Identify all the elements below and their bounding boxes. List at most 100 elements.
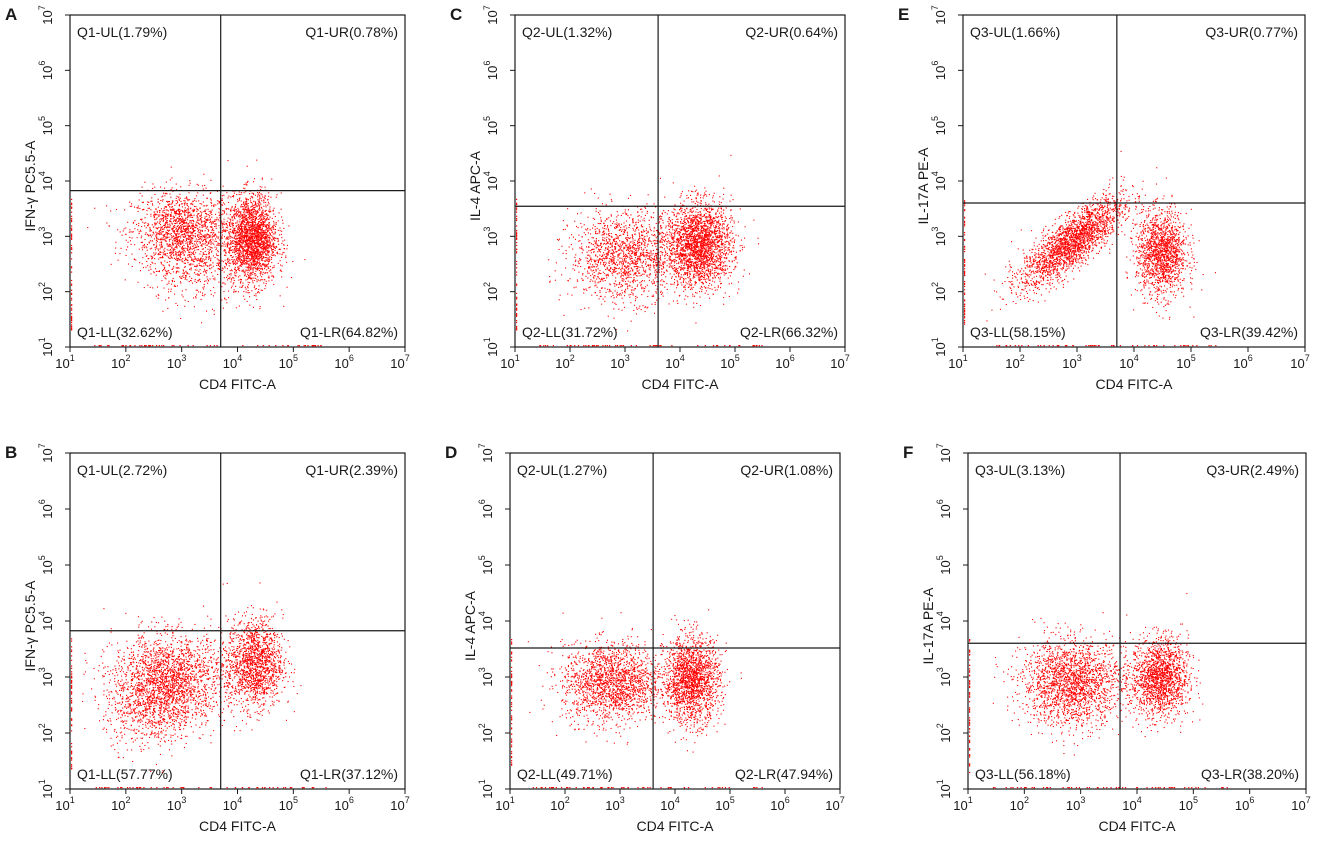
event-dot <box>260 279 262 281</box>
event-dot <box>205 209 207 211</box>
event-dot <box>243 208 245 210</box>
event-dot <box>190 267 192 269</box>
event-dot <box>259 216 261 218</box>
event-dot <box>221 269 223 271</box>
event-dot <box>212 666 214 668</box>
event-dot <box>203 660 205 662</box>
event-dot <box>183 266 185 268</box>
event-dot <box>256 239 258 241</box>
event-dot <box>177 230 179 232</box>
event-dot <box>263 241 265 243</box>
event-dot <box>180 231 182 233</box>
event-dot <box>278 243 280 245</box>
event-dot <box>202 236 204 238</box>
event-dot <box>185 242 187 244</box>
event-dot <box>268 225 270 227</box>
event-dot <box>255 264 257 266</box>
event-dot <box>179 685 181 687</box>
event-dot <box>253 273 255 275</box>
event-dot <box>185 232 187 234</box>
event-dot <box>202 185 204 187</box>
event-dot <box>144 651 146 653</box>
event-dot <box>211 216 213 218</box>
event-dot <box>216 190 218 192</box>
event-dot <box>260 229 262 231</box>
event-dot <box>261 259 263 261</box>
event-dot <box>251 208 253 210</box>
event-dot <box>240 211 242 213</box>
event-dot <box>184 219 186 221</box>
event-dot <box>174 224 176 226</box>
event-dot <box>257 253 259 255</box>
event-dot <box>195 200 197 202</box>
event-dot <box>179 243 181 245</box>
event-dot <box>189 240 191 242</box>
event-dot <box>250 248 252 250</box>
event-dot <box>121 658 123 660</box>
event-dot <box>232 209 234 211</box>
event-dot <box>195 224 197 226</box>
event-dot <box>161 237 163 239</box>
event-dot <box>253 213 255 215</box>
event-dot <box>167 201 169 203</box>
event-dot <box>227 238 229 240</box>
event-dot <box>187 243 189 245</box>
event-dot <box>199 698 201 700</box>
event-dot <box>246 231 248 233</box>
event-dot <box>275 221 277 223</box>
event-dot <box>179 276 181 278</box>
event-dot <box>259 202 261 204</box>
event-dot <box>190 246 192 248</box>
event-dot <box>179 281 181 283</box>
event-dot <box>267 201 269 203</box>
event-dot <box>202 254 204 256</box>
event-dot <box>153 244 155 246</box>
event-dot <box>134 345 136 347</box>
event-dot <box>161 227 163 229</box>
event-dot <box>160 199 162 201</box>
event-dot <box>171 223 173 225</box>
event-dot <box>192 260 194 262</box>
event-dot <box>256 249 258 251</box>
event-dot <box>154 223 156 225</box>
event-dot <box>187 234 189 236</box>
event-dot <box>263 212 265 214</box>
event-dot <box>221 632 223 634</box>
event-dot <box>234 206 236 208</box>
event-dot <box>259 232 261 234</box>
event-dot <box>251 225 253 227</box>
event-dot <box>227 257 229 259</box>
event-dot <box>160 708 162 710</box>
event-dot <box>257 210 259 212</box>
event-dot <box>190 241 192 243</box>
event-dot <box>120 247 122 249</box>
event-dot <box>171 201 173 203</box>
event-dot <box>172 278 174 280</box>
event-dot <box>251 224 253 226</box>
event-dot <box>130 231 132 233</box>
event-dot <box>156 238 158 240</box>
event-dot <box>260 225 262 227</box>
event-dot <box>154 710 156 712</box>
event-dot <box>168 230 170 232</box>
event-dot <box>268 280 270 282</box>
event-dot <box>262 230 264 232</box>
event-dot <box>261 235 263 237</box>
event-dot <box>244 209 246 211</box>
event-dot <box>207 214 209 216</box>
event-dot <box>164 274 166 276</box>
event-dot <box>263 248 265 250</box>
event-dot <box>223 282 225 284</box>
event-dot <box>133 258 135 260</box>
event-dot <box>207 234 209 236</box>
event-dot <box>185 221 187 223</box>
event-dot <box>218 231 220 233</box>
event-dot <box>253 257 255 259</box>
event-dot <box>141 695 143 697</box>
event-dot <box>254 243 256 245</box>
event-dot <box>235 222 237 224</box>
event-dot <box>181 234 183 236</box>
event-dot <box>168 282 170 284</box>
event-dot <box>251 237 253 239</box>
event-dot <box>160 263 162 265</box>
